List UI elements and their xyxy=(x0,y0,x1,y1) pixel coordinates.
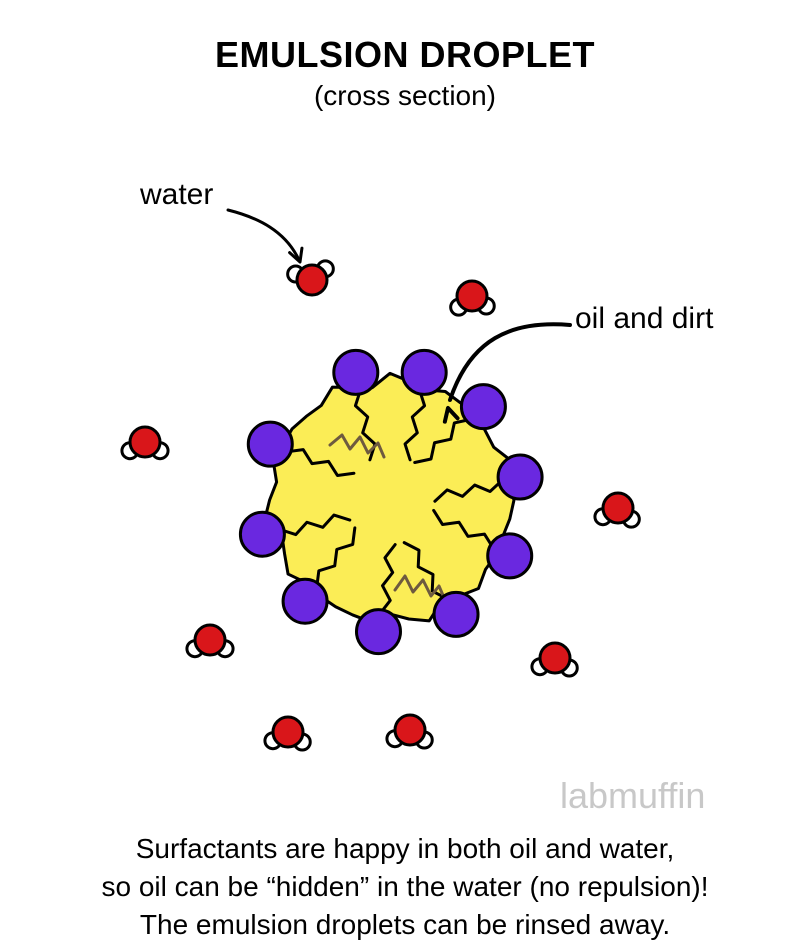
water-molecule xyxy=(265,717,310,750)
oxygen-atom xyxy=(457,281,487,311)
arrow-water xyxy=(228,210,298,258)
water-molecule xyxy=(387,715,432,748)
water-molecule xyxy=(288,261,334,295)
water-molecule xyxy=(595,493,639,527)
oxygen-atom xyxy=(603,493,633,523)
surfactant-head xyxy=(283,579,327,623)
surfactant-head xyxy=(356,610,400,654)
oxygen-atom xyxy=(195,625,225,655)
water-molecule xyxy=(187,625,233,657)
arrow-oil-dirt xyxy=(450,324,570,400)
oxygen-atom xyxy=(297,265,327,295)
oxygen-atom xyxy=(130,427,160,457)
surfactant-head xyxy=(248,422,292,466)
surfactant-head xyxy=(334,350,378,394)
surfactant-head xyxy=(498,455,542,499)
diagram-stage: EMULSION DROPLET (cross section) water o… xyxy=(0,0,810,951)
water-molecule xyxy=(122,427,168,459)
diagram-svg xyxy=(0,0,810,951)
oxygen-atom xyxy=(273,717,303,747)
oxygen-atom xyxy=(395,715,425,745)
surfactant-head xyxy=(461,385,505,429)
oxygen-atom xyxy=(540,643,570,673)
surfactant-head xyxy=(488,534,532,578)
water-molecule xyxy=(532,643,577,676)
surfactant-head xyxy=(402,350,446,394)
surfactant-head xyxy=(434,592,478,636)
water-molecule xyxy=(451,281,495,315)
surfactant-head xyxy=(240,512,284,556)
